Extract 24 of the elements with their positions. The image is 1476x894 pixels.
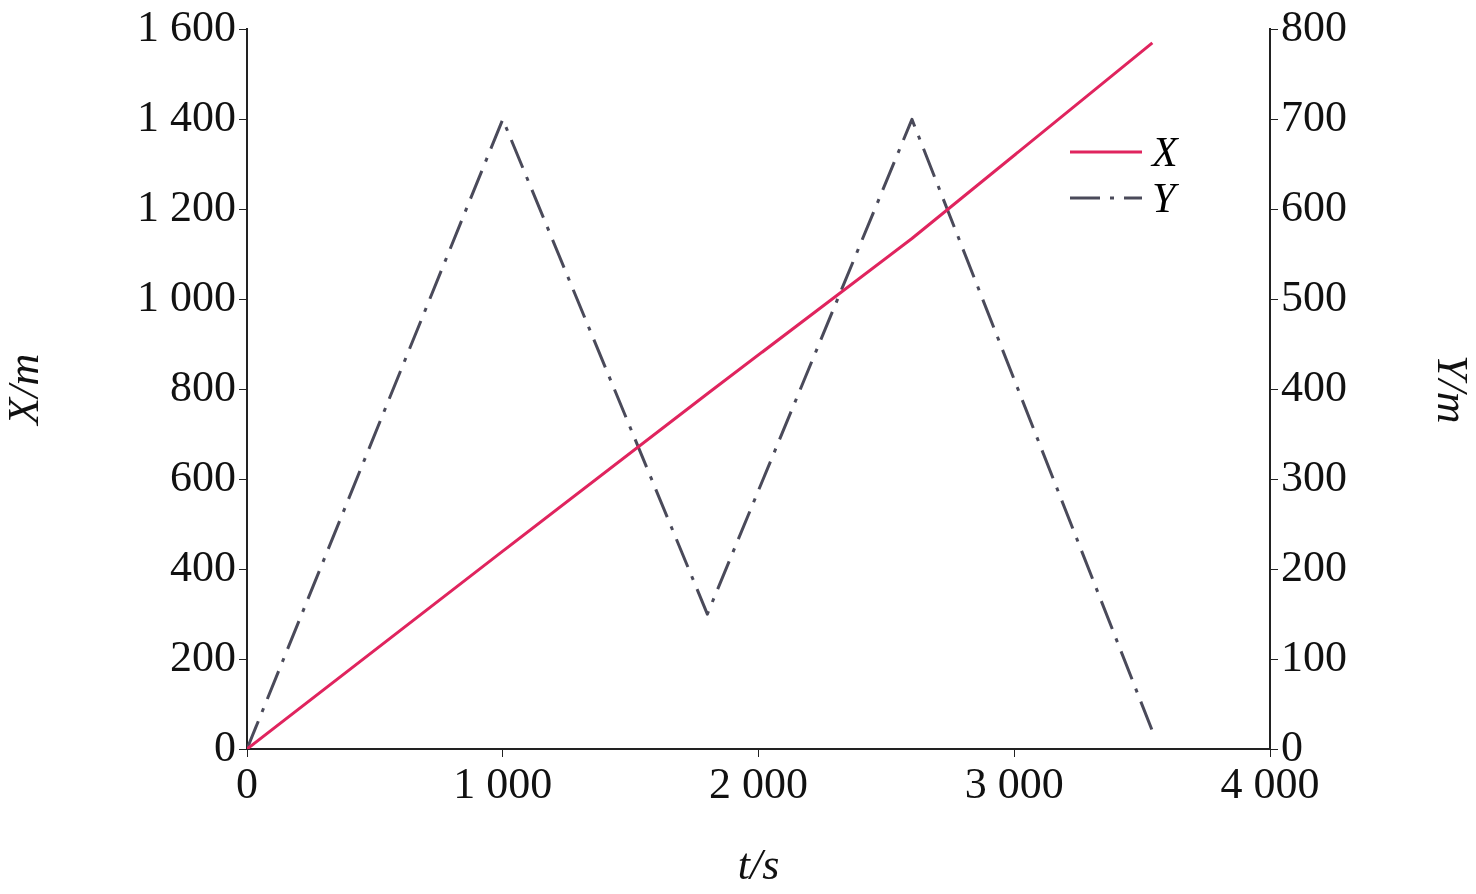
y-tick-label: 800 <box>170 361 236 411</box>
y2-tick-label: 300 <box>1281 451 1347 501</box>
y-tick-label: 0 <box>214 721 236 771</box>
y2-axis-title: Y/m <box>1428 354 1476 424</box>
y-axis-title: X/m <box>0 353 48 427</box>
y-tick-label: 1 200 <box>137 181 236 231</box>
y2-tick-label: 200 <box>1281 541 1347 591</box>
x-tick-label: 1 000 <box>453 758 553 808</box>
x-axis-title: t/s <box>737 840 780 890</box>
y-tick-label: 600 <box>170 451 236 501</box>
x-tick-label: 2 000 <box>709 758 808 808</box>
y2-tick-label: 700 <box>1281 91 1347 141</box>
y2-tick-label: 400 <box>1281 361 1347 411</box>
y-tick-label: 1 600 <box>137 1 236 51</box>
y2-tick-label: 600 <box>1281 181 1347 231</box>
y-tick-label: 200 <box>170 631 236 681</box>
legend-label: X <box>1152 129 1178 176</box>
y-tick-label: 400 <box>170 541 236 591</box>
y2-tick-label: 800 <box>1281 1 1347 51</box>
y2-tick-label: 500 <box>1281 271 1347 321</box>
y-tick-label: 1 000 <box>137 271 236 321</box>
y2-tick-label: 100 <box>1281 631 1347 681</box>
y-tick-label: 1 400 <box>137 91 236 141</box>
x-tick-label: 3 000 <box>964 758 1064 808</box>
